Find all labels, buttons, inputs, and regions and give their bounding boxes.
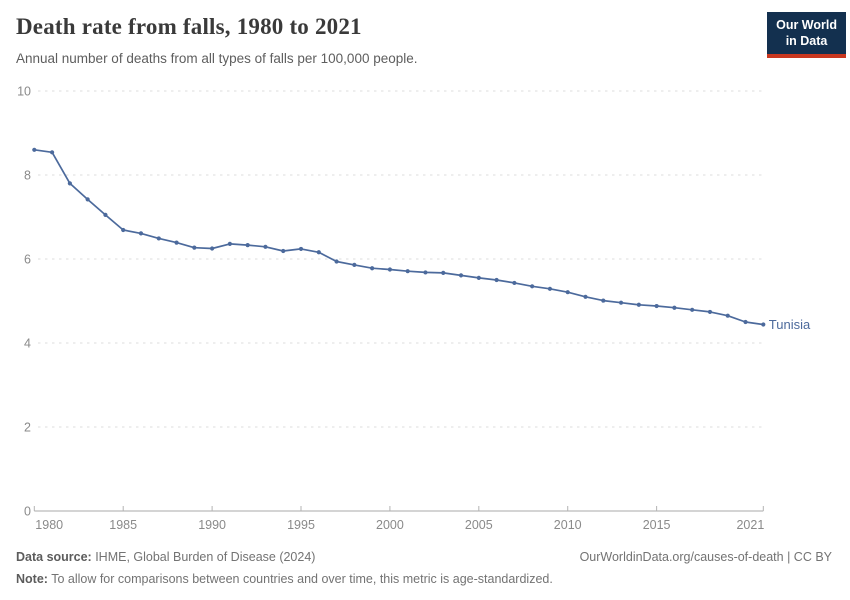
data-point[interactable] <box>601 298 606 303</box>
y-tick-label: 10 <box>17 85 31 99</box>
x-tick-label: 2000 <box>376 518 404 532</box>
data-point[interactable] <box>245 243 250 248</box>
data-point[interactable] <box>672 305 677 310</box>
data-point[interactable] <box>298 246 304 252</box>
owid-logo[interactable]: Our World in Data <box>767 12 846 58</box>
data-point[interactable] <box>174 240 179 245</box>
x-tick-label: 2015 <box>643 518 671 532</box>
data-point[interactable] <box>636 302 641 307</box>
data-point[interactable] <box>707 309 713 315</box>
note-label: Note: <box>16 572 48 586</box>
chart-subtitle: Annual number of deaths from all types o… <box>16 51 418 66</box>
x-tick-label: 1995 <box>287 518 315 532</box>
x-tick-label: 1980 <box>35 518 63 532</box>
data-point[interactable] <box>121 227 126 233</box>
data-point[interactable] <box>423 270 428 275</box>
data-point[interactable] <box>583 294 588 299</box>
x-tick-label: 2005 <box>465 518 493 532</box>
y-tick-label: 8 <box>24 169 31 183</box>
data-point[interactable] <box>156 236 161 241</box>
chart-canvas[interactable]: 0 2 4 6 8 10 1980 1985 1990 1995 2000 2005 2010 2015 2… <box>0 80 850 540</box>
data-point[interactable] <box>49 150 55 155</box>
data-point[interactable] <box>85 197 90 202</box>
data-point[interactable] <box>547 286 553 291</box>
data-point[interactable] <box>387 267 393 272</box>
x-tick-label: 2010 <box>554 518 582 532</box>
chart-area[interactable]: 0 2 4 6 8 10 1980 1985 1990 1995 2000 2005 2010 2015 2… <box>0 80 850 540</box>
data-point[interactable] <box>263 244 268 249</box>
series-line[interactable] <box>34 148 764 326</box>
data-point[interactable] <box>210 246 215 251</box>
data-point[interactable] <box>618 300 624 305</box>
data-point[interactable] <box>103 212 108 217</box>
x-tick-label: 1990 <box>198 518 226 532</box>
data-point[interactable] <box>690 307 695 312</box>
data-point[interactable] <box>370 266 375 271</box>
x-tick-label: 1985 <box>109 518 137 532</box>
data-point[interactable] <box>67 181 72 186</box>
y-tick-label: 6 <box>24 253 31 267</box>
data-point[interactable] <box>192 245 197 250</box>
page-title: Death rate from falls, 1980 to 2021 <box>16 14 362 39</box>
data-point[interactable] <box>725 313 730 318</box>
data-source-label: Data source: <box>16 550 92 564</box>
owid-logo-line2: in Data <box>785 34 828 49</box>
data-point[interactable] <box>654 303 659 309</box>
data-point[interactable] <box>32 147 37 152</box>
data-point[interactable] <box>761 322 766 327</box>
data-point[interactable] <box>743 319 748 325</box>
data-point[interactable] <box>316 250 321 255</box>
data-point[interactable] <box>458 273 464 278</box>
data-source-text: IHME, Global Burden of Disease (2024) <box>91 550 316 564</box>
owid-logo-line1: Our World <box>776 18 837 32</box>
data-point[interactable] <box>334 259 339 264</box>
owid-link[interactable]: OurWorldinData.org/causes-of-death | CC … <box>579 550 832 564</box>
data-point[interactable] <box>352 262 357 267</box>
data-point[interactable] <box>227 241 232 246</box>
y-tick-label: 0 <box>24 505 31 519</box>
data-point[interactable] <box>565 290 570 295</box>
chart-footer: Data source: IHME, Global Burden of Dise… <box>16 546 834 590</box>
y-tick-label: 4 <box>24 337 31 351</box>
data-point[interactable] <box>281 248 286 254</box>
note-text: To allow for comparisons between countri… <box>47 572 553 586</box>
data-point[interactable] <box>512 280 517 286</box>
data-point[interactable] <box>138 231 144 236</box>
data-point[interactable] <box>530 284 535 289</box>
x-tick-label: 2021 <box>736 518 764 532</box>
y-tick-label: 2 <box>24 421 31 435</box>
note-line: Note: To allow for comparisons between c… <box>16 568 834 590</box>
data-point[interactable] <box>476 275 481 280</box>
data-source-line: Data source: IHME, Global Burden of Dise… <box>16 546 834 568</box>
data-point[interactable] <box>441 270 446 275</box>
data-point[interactable] <box>494 277 499 283</box>
entity-label[interactable]: Tunisia <box>769 317 811 332</box>
data-point[interactable] <box>405 269 410 274</box>
